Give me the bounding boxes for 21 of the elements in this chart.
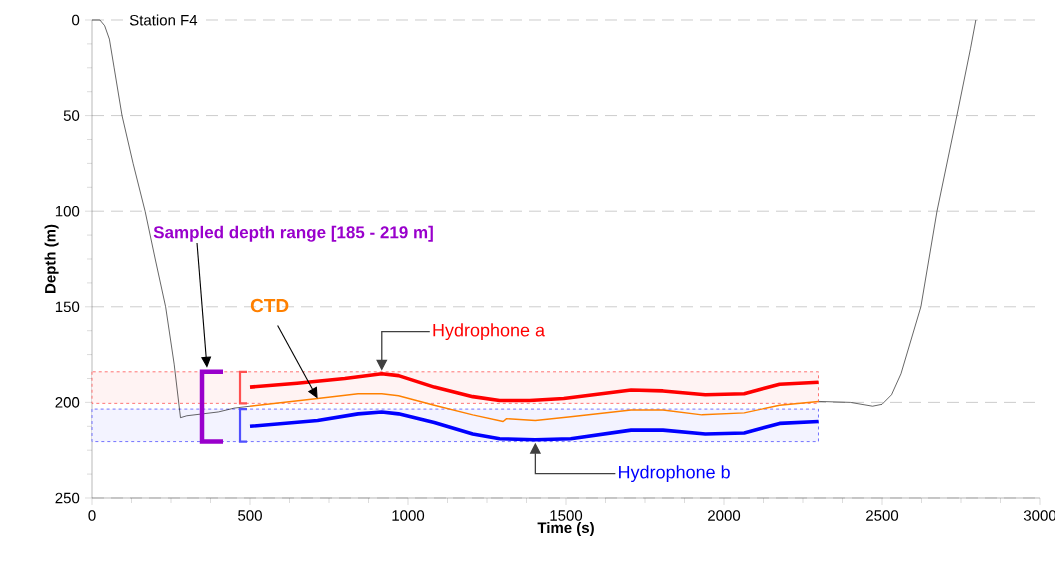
- x-tick-label: 1500: [550, 510, 583, 521]
- x-tick-label: 2000: [708, 510, 741, 521]
- text: Hydrophone a: [433, 323, 546, 341]
- y-tick-label: 50: [63, 110, 80, 121]
- x-tick-label: 1000: [392, 510, 425, 521]
- y-axis-title: Depth (m): [44, 224, 59, 293]
- y-tick-label: 100: [55, 205, 80, 217]
- text: CTD: [250, 298, 289, 313]
- annotation: Station F4: [129, 14, 198, 26]
- x-tick-label: 0: [88, 510, 96, 521]
- series-label: Hydrophone b: [619, 465, 730, 483]
- y-tick-label: 200: [55, 397, 80, 408]
- line-series: [248, 410, 821, 442]
- y-tick-label: 250: [55, 492, 80, 504]
- y-tick-label: 0: [72, 14, 80, 26]
- x-tick-label: 500: [238, 510, 262, 521]
- x-tick-label: 2500: [866, 510, 899, 521]
- annotation: Sampled depth range [185 - 219 m]: [153, 225, 433, 242]
- x-axis-title: Time (s): [537, 522, 594, 536]
- line-series: [248, 371, 821, 403]
- y-tick-label: 150: [55, 301, 80, 313]
